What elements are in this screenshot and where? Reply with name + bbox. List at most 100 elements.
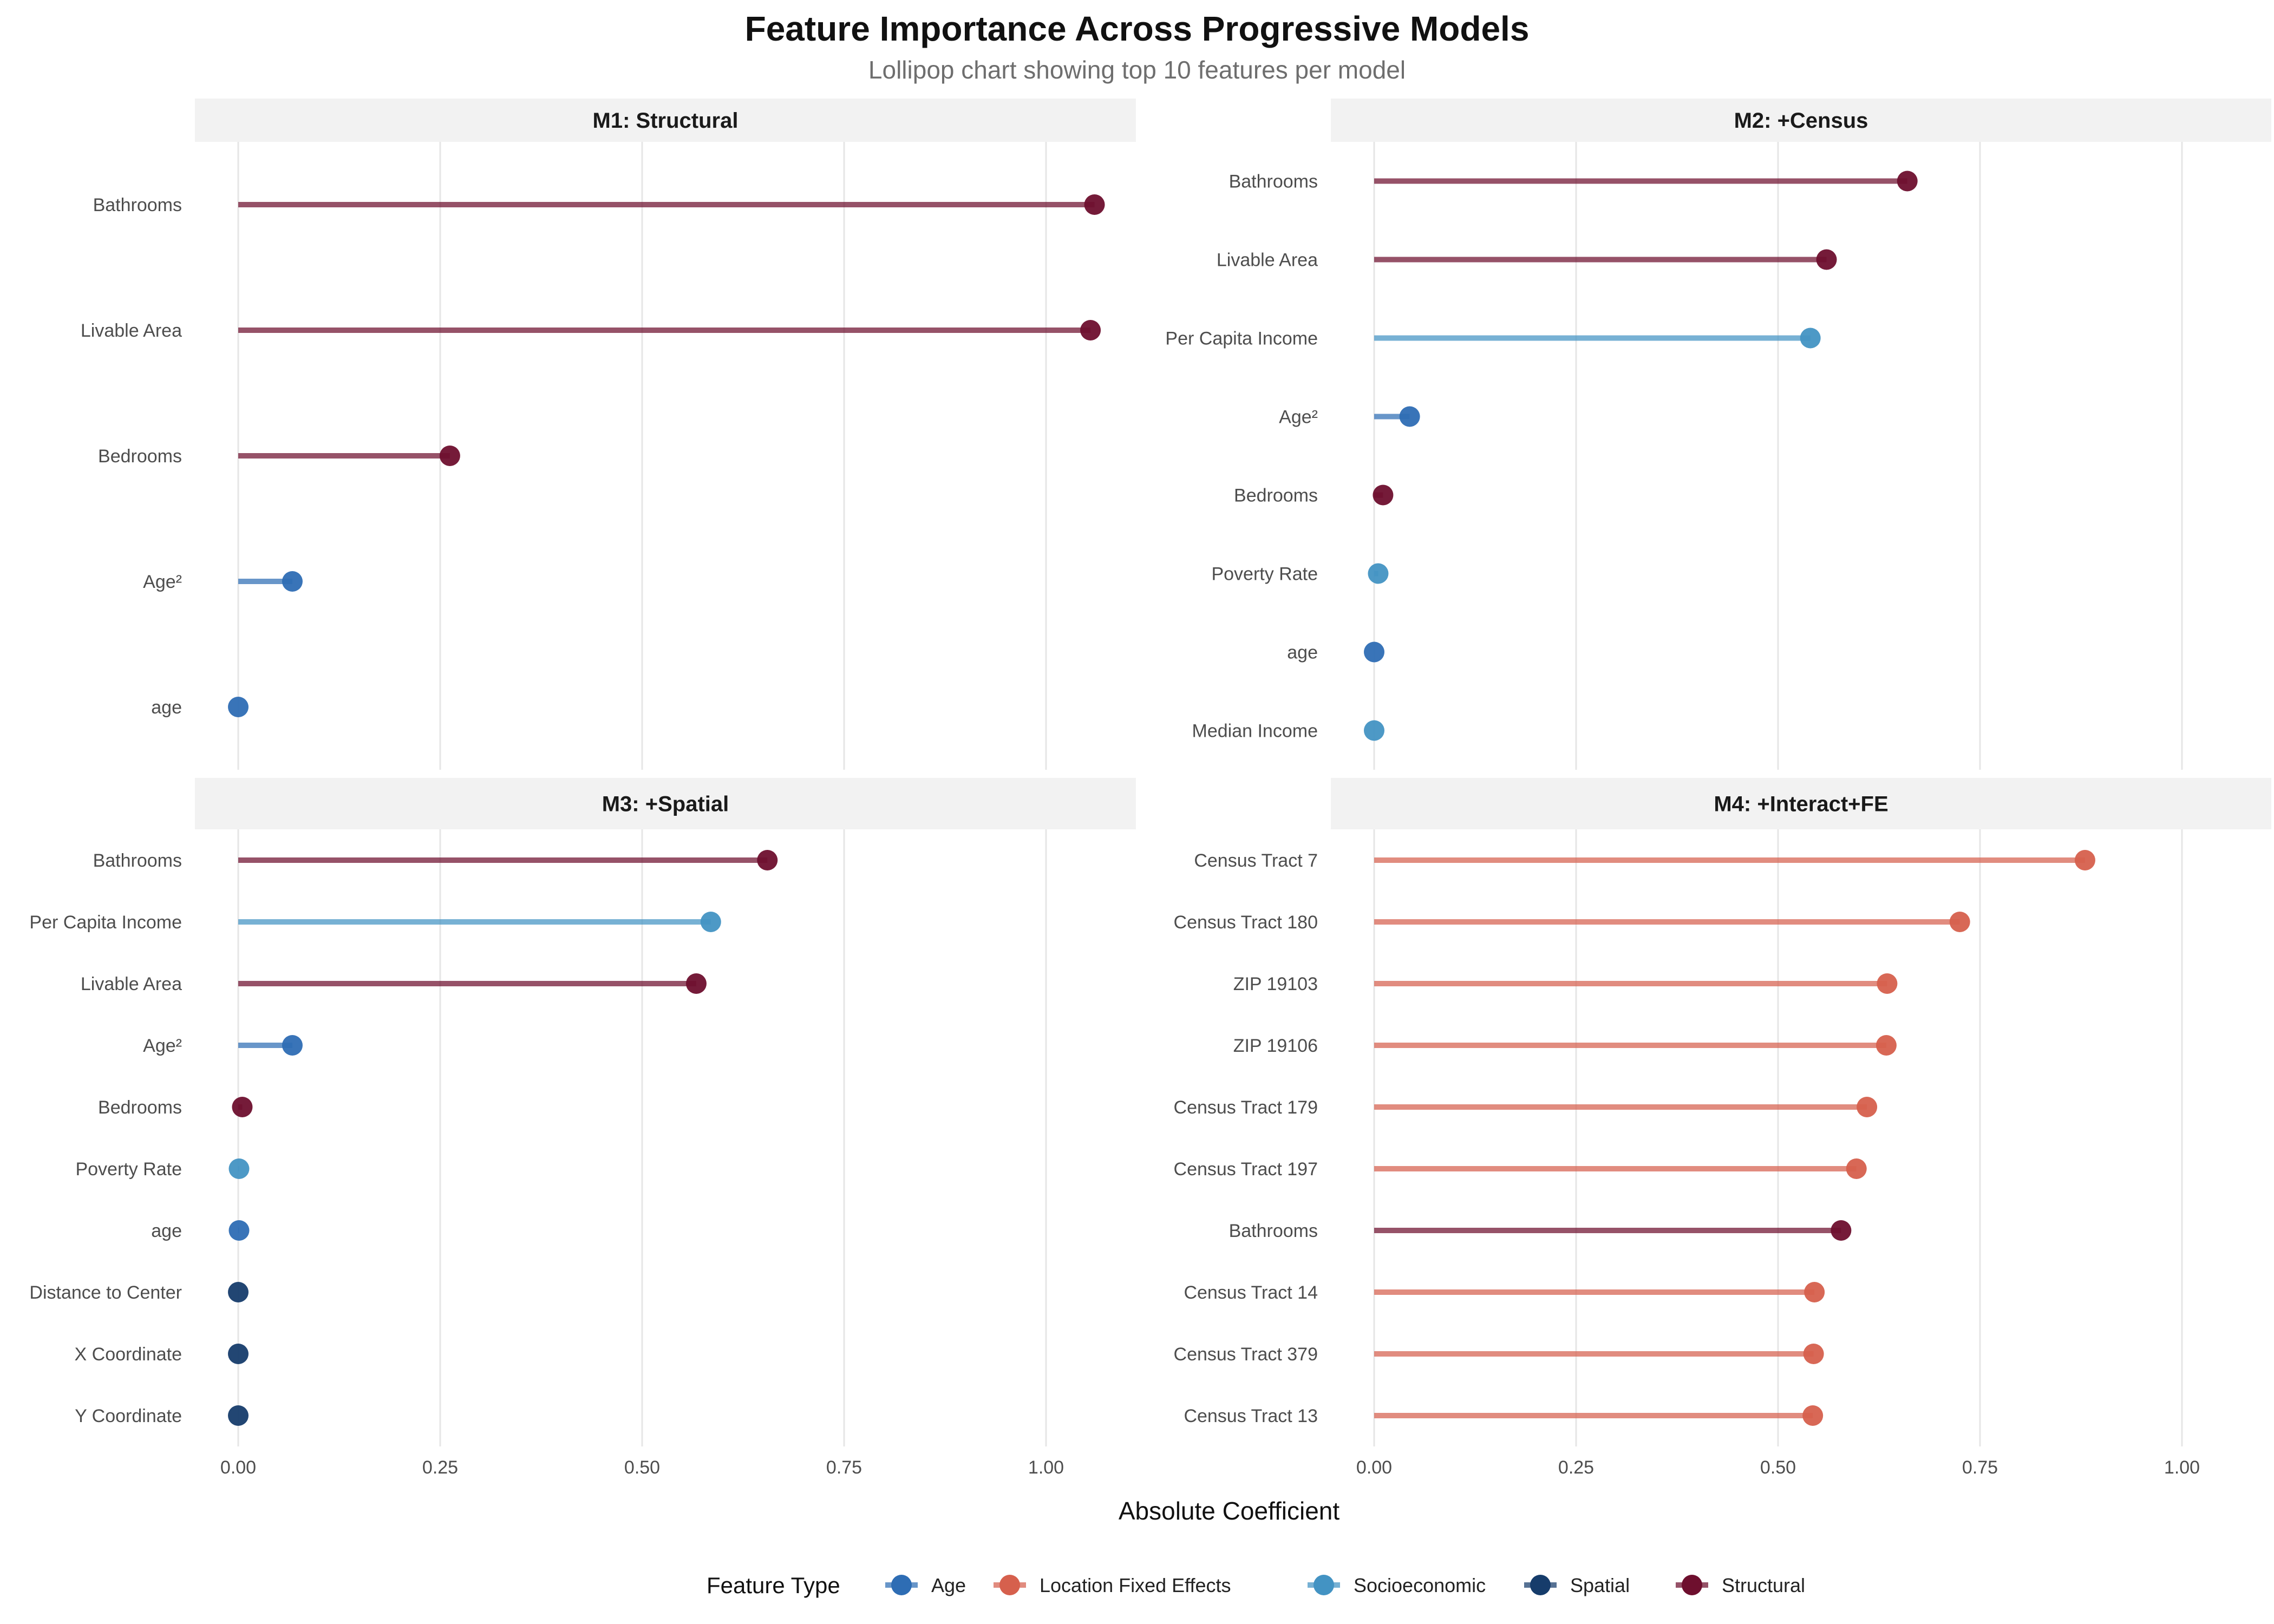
panel-2: M2: +Census Bathrooms Livable Area Per Capi… [1165,99,2271,770]
legend-item: Location Fixed Effects [994,1574,1231,1596]
lollipop-point [1364,641,1384,663]
panel-1: M1: Structural Bathrooms Livable Area Bedro… [81,99,1136,770]
category-label: Median Income [1192,721,1318,742]
chart-title: Feature Importance Across Progressive Mo… [745,9,1530,48]
legend-title: Feature Type [707,1573,840,1598]
facet-strip [1331,778,2271,829]
category-label: Census Tract 379 [1174,1344,1318,1365]
x-tick-label: 0.25 [1558,1457,1594,1478]
lollipop-point [1846,1158,1867,1179]
category-label: Livable Area [81,320,182,341]
category-label: ZIP 19106 [1233,1036,1318,1056]
lollipop-point [232,1097,253,1117]
category-label: ZIP 19103 [1233,974,1318,994]
category-label: Age² [143,1036,182,1056]
lollipop-point [1368,563,1389,584]
category-label: Bedrooms [1234,486,1318,506]
facet-panels: M1: Structural Bathrooms Livable Area Bedro… [29,99,2271,1478]
category-label: Bedrooms [98,446,182,467]
lollipop-point [1831,1220,1852,1241]
legend-key-point [999,1575,1020,1595]
category-label: Bathrooms [1229,172,1318,192]
category-label: Age² [143,572,182,592]
category-label: Bathrooms [1229,1221,1318,1241]
lollipop-point [1877,973,1898,994]
lollipop-point [439,446,460,466]
category-label: Poverty Rate [75,1159,182,1180]
x-tick-label: 0.50 [624,1457,660,1478]
lollipop-point [1800,328,1821,349]
lollipop-point [228,1344,249,1364]
x-tick-label: 0.00 [1356,1457,1392,1478]
lollipop-point [1803,1344,1824,1364]
facet-strip-label: M2: +Census [1734,109,1868,133]
category-label: Bedrooms [98,1097,182,1118]
category-label: Livable Area [81,974,182,994]
x-tick-label: 1.00 [1028,1457,1064,1478]
panel-3: M3: +Spatial Bathrooms Per Capita Income Li… [29,778,1136,1478]
lollipop-point [228,697,249,717]
facet-strip [195,99,1136,142]
category-label: X Coordinate [75,1344,182,1365]
category-label: age [151,1221,182,1241]
x-tick-label: 0.75 [1962,1457,1998,1478]
legend-label: Location Fixed Effects [1040,1574,1231,1596]
lollipop-point [1816,249,1837,270]
lollipop-point [700,912,721,932]
facet-strip [1331,99,2271,142]
panel-4: M4: +Interact+FE Census Tract 7 Census Tra… [1174,778,2271,1478]
legend-key-point [1530,1575,1551,1595]
category-label: Poverty Rate [1211,564,1318,585]
lollipop-point [282,571,303,592]
legend: Feature Type Age Location Fixed Effects Soc… [707,1573,1805,1598]
lollipop-point [1373,484,1394,506]
lollipop-point [1857,1097,1878,1117]
x-tick-label: 1.00 [2164,1457,2200,1478]
category-label: Census Tract 180 [1174,912,1318,933]
x-tick-label: 0.25 [422,1457,458,1478]
x-axis-title: Absolute Coefficient [1119,1497,1340,1525]
legend-label: Socioeconomic [1354,1574,1486,1596]
category-label: Livable Area [1217,250,1318,271]
legend-item: Spatial [1524,1574,1630,1596]
facet-strip-label: M3: +Spatial [602,793,729,816]
facet-strip-label: M1: Structural [593,109,739,133]
legend-label: Structural [1722,1574,1805,1596]
lollipop-point [1399,406,1420,427]
category-label: Per Capita Income [1165,329,1318,349]
category-label: Bathrooms [93,850,182,871]
lollipop-point [1364,720,1384,741]
x-tick-label: 0.50 [1760,1457,1796,1478]
category-label: Census Tract 14 [1184,1282,1318,1303]
lollipop-point [1949,912,1970,932]
category-label: Bathrooms [93,195,182,215]
lollipop-point [2074,850,2095,870]
legend-item: Socioeconomic [1308,1574,1486,1596]
category-label: age [1287,643,1318,663]
legend-key-point [891,1575,912,1595]
legend-key-point [1682,1575,1702,1595]
x-tick-label: 0.00 [220,1457,256,1478]
chart-subtitle: Lollipop chart showing top 10 features p… [868,56,1406,84]
legend-item: Age [885,1574,966,1596]
lollipop-point [1084,194,1105,215]
legend-item: Structural [1676,1574,1805,1596]
lollipop-point [1802,1405,1824,1426]
category-label: Census Tract 179 [1174,1097,1318,1118]
category-label: age [151,697,182,718]
lollipop-point [228,1282,249,1302]
lollipop-point [1080,320,1101,340]
category-label: Distance to Center [29,1282,182,1303]
category-label: Census Tract 197 [1174,1159,1318,1180]
lollipop-point [757,850,778,870]
lollipop-point [228,1405,249,1426]
category-label: Age² [1279,407,1318,428]
lollipop-point [1897,171,1918,192]
x-tick-label: 0.75 [826,1457,862,1478]
legend-label: Spatial [1570,1574,1630,1596]
facet-strip-label: M4: +Interact+FE [1714,793,1888,816]
lollipop-point [685,973,707,994]
lollipop-point [228,1158,250,1179]
category-label: Census Tract 7 [1194,850,1318,871]
